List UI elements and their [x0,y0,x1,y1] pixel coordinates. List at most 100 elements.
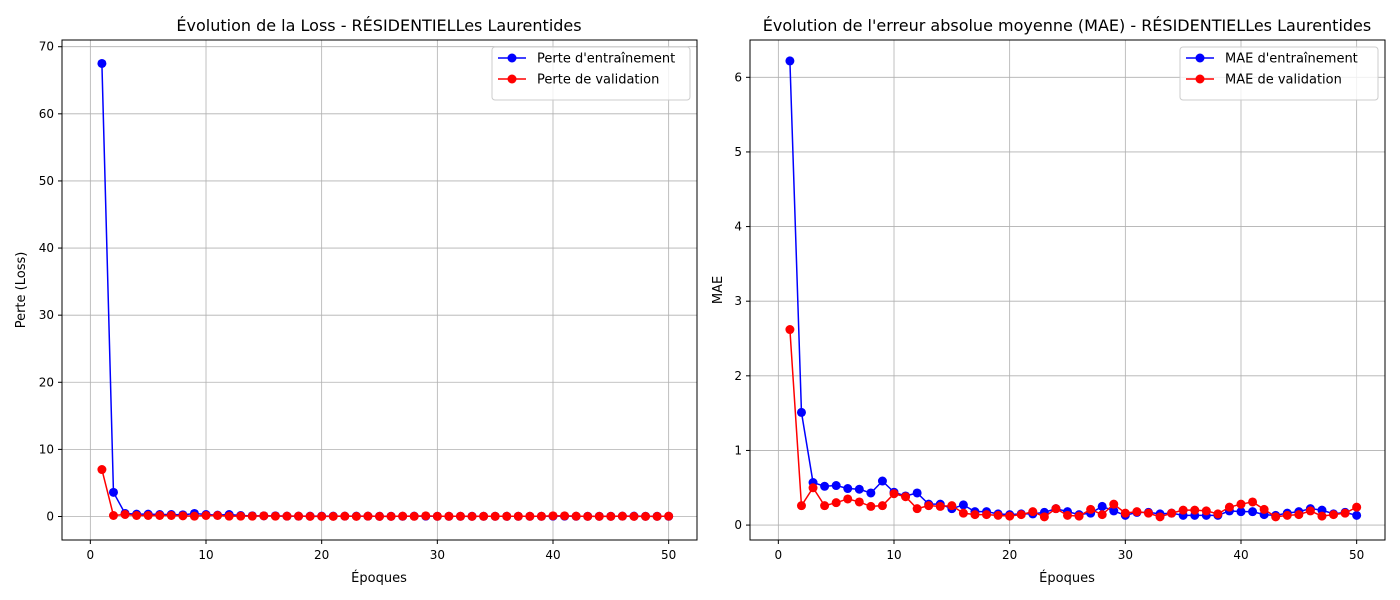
loss-series-1-point [652,511,662,521]
loss-series-1-point [294,511,304,521]
mae-ytick-label: 4 [734,220,742,234]
loss-plot-frame [61,39,698,541]
mae-series-1-point [831,498,841,508]
loss-series-0-point [97,58,107,68]
loss-series-0-point [108,487,118,497]
mae-series-1-point [1352,502,1362,512]
mae-series-1-point [1329,510,1339,520]
mae-series-1-point [993,510,1003,520]
mae-series-1-point [1178,505,1188,515]
loss-series-1-point [213,511,223,521]
mae-series-1-point [854,497,864,507]
mae-series-1-point [1109,499,1119,509]
mae-series-1-point [785,325,795,335]
mae-xtick-label: 30 [1118,548,1133,562]
loss-series-1-point [513,511,523,521]
mae-chart-title: Évolution de l'erreur absolue moyenne (M… [763,16,1371,35]
loss-series-1-point [432,511,442,521]
mae-series-1-point [1224,502,1234,512]
mae-series-1-point [1016,510,1026,520]
mae-legend-label-1: MAE de validation [1225,73,1342,88]
loss-ytick-label: 40 [39,241,54,255]
loss-series-1-point [108,511,118,521]
mae-series-1-point [820,501,830,511]
loss-xtick-label: 40 [545,548,560,562]
mae-chart-ylabel: MAE [711,276,726,304]
loss-series-1-point [363,511,373,521]
mae-series-1-point [877,501,887,511]
mae-series-1-point [1190,505,1200,515]
loss-series-1-point [502,511,512,521]
loss-series-1-point [641,511,651,521]
loss-series-1-point [386,511,396,521]
mae-series-1-point [1039,512,1049,522]
mae-series-0-point [796,407,806,417]
loss-series-1-point [97,465,107,475]
loss-series-1-point [629,511,639,521]
mae-series-1-point [1028,507,1038,517]
mae-series-1-point [1155,512,1165,522]
loss-series-1-point [166,511,176,521]
mae-legend-marker-0 [1195,53,1205,63]
loss-xtick-label: 50 [661,548,676,562]
mae-series-0-point [843,484,853,494]
mae-series-0-point [1097,501,1107,511]
loss-legend: Perte d'entraînement Perte de validation [491,46,691,101]
mae-ytick-label: 1 [734,443,742,457]
loss-xtick-label: 10 [198,548,213,562]
mae-series-1-point [1086,504,1096,514]
loss-legend-marker-0 [507,53,517,63]
loss-legend-box [491,46,691,101]
mae-series-1-point [1248,497,1258,507]
loss-series-1-point [317,511,327,521]
mae-xtick-label: 10 [886,548,901,562]
mae-series-1-point [1201,506,1211,516]
loss-series-1-point [409,511,419,521]
mae-series-1-point [843,494,853,504]
mae-series-1-point [796,501,806,511]
loss-xtick-label: 0 [87,548,95,562]
mae-series-1-point [901,492,911,502]
mae-series-1-point [1051,504,1061,514]
loss-series-1-point [270,511,280,521]
mae-series-1-point [1282,510,1292,520]
mae-series-0-point [1109,506,1119,516]
mae-xtick-label: 50 [1349,548,1364,562]
loss-series-1-point [375,511,384,521]
loss-series-1-point [282,511,292,521]
mae-series-1-point [1340,508,1350,518]
mae-series-0-point [820,481,830,491]
loss-xtick-label: 20 [314,548,329,562]
loss-chart-xlabel: Époques [351,570,407,586]
mae-series-1-point [1271,512,1281,522]
mae-xtick-label: 40 [1233,548,1248,562]
mae-ytick-label: 0 [734,518,742,532]
mae-series-0-point [866,488,876,498]
loss-series-1-point [224,511,234,521]
mae-legend-box [1179,46,1379,101]
mae-series-1-point [1305,506,1315,516]
loss-chart: Évolution de la Loss - RÉSIDENTIELLes La… [14,16,698,586]
loss-series-1-point [536,511,546,521]
loss-series-1-point [259,511,269,521]
loss-chart-title: Évolution de la Loss - RÉSIDENTIELLes La… [176,16,581,35]
mae-series-0-point [831,481,841,491]
loss-series-1-point [594,511,604,521]
loss-series-1-point [421,511,431,521]
loss-ytick-label: 70 [39,40,54,54]
mae-series-1-point [1259,504,1269,514]
loss-series-1-point [201,511,211,521]
mae-series-1-point [808,483,818,493]
loss-series-1-point [664,511,674,521]
mae-series-1-point [982,510,992,520]
loss-series-1-point [490,511,500,521]
mae-series-1-point [1317,511,1327,521]
loss-chart-ylabel: Perte (Loss) [14,252,29,329]
loss-series-1-point [120,509,130,519]
loss-ytick-label: 30 [39,308,54,322]
mae-series-0-point [912,488,922,498]
loss-xtick-label: 30 [430,548,445,562]
loss-series-1-point [617,511,627,521]
loss-series-1-point [247,511,257,521]
